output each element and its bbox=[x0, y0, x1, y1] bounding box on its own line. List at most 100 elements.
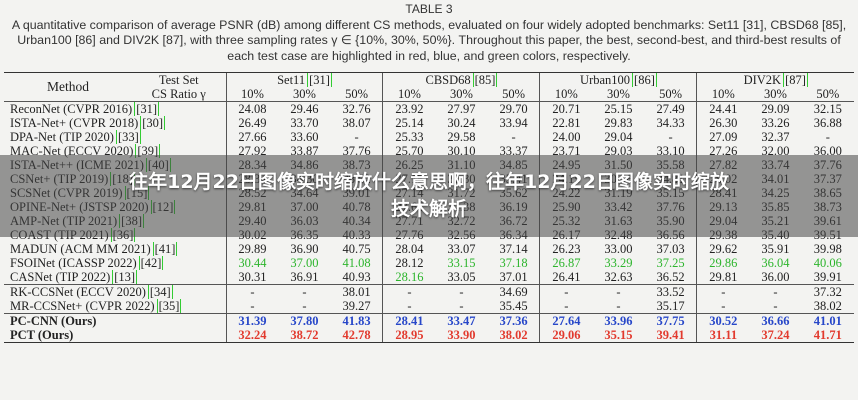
value-cell: 37.03 bbox=[656, 242, 685, 256]
value-cell: 29.04 bbox=[604, 130, 633, 144]
value-cell: 33.47 bbox=[435, 313, 488, 328]
value-cell: 32.15 bbox=[801, 101, 854, 116]
ratio-header: 10% bbox=[539, 87, 593, 102]
value-cell: - bbox=[668, 130, 673, 144]
data-row: MR-CCSNet+ (CVPR 2022) [35] - -39.27- -35.45… bbox=[4, 299, 854, 314]
value-cell: 41.01 bbox=[801, 313, 854, 328]
value-cell: 35.91 bbox=[761, 242, 790, 256]
ratio-header: 30% bbox=[450, 87, 473, 101]
value-cell: 38.02 bbox=[487, 328, 540, 343]
header-cell: Method bbox=[4, 72, 132, 102]
value-cell: 29.09 bbox=[749, 101, 802, 116]
value-cell: 29.70 bbox=[487, 101, 540, 116]
method-cell: RK-CCSNet (ECCV 2020) [34] bbox=[4, 284, 226, 299]
method-cell: DPA-Net (TIP 2020) [33] bbox=[4, 130, 226, 144]
value-cell: 29.89 bbox=[225, 242, 279, 256]
method-name: ReconNet (CVPR 2016) bbox=[10, 102, 133, 116]
method-cell: MR-CCSNet+ (CVPR 2022) [35] bbox=[4, 299, 226, 314]
method-name: MADUN (ACM MM 2021) bbox=[10, 242, 151, 256]
method-name: RK-CCSNet (ECCV 2020) bbox=[10, 285, 146, 299]
value-cell: 38.01 bbox=[330, 284, 383, 299]
value-cell: 24.08 bbox=[225, 101, 279, 116]
value-cell: 36.91 bbox=[290, 270, 319, 284]
value-cell: 26.41 bbox=[539, 270, 593, 285]
value-cell: 36.90 bbox=[290, 242, 319, 256]
value-cell: - bbox=[773, 299, 778, 313]
value-cell: 30.10 bbox=[447, 144, 476, 158]
value-cell: 33.60 bbox=[290, 130, 319, 144]
value-cell: 36.00 bbox=[761, 270, 790, 284]
value-cell: 26.87 bbox=[539, 256, 593, 270]
value-cell: 38.07 bbox=[342, 116, 371, 130]
value-cell: 27.97 bbox=[435, 101, 488, 116]
ratio-header: 50% bbox=[816, 87, 840, 101]
caption: TABLE 3 A quantitative comparison of ave… bbox=[6, 2, 852, 64]
value-cell: 37.14 bbox=[499, 242, 528, 256]
value-cell: 31.39 bbox=[225, 313, 279, 328]
data-row: MAC-Net (ECCV 2020) [39] 27.92 33.87 37.76 25… bbox=[4, 144, 854, 158]
value-cell: 27.64 bbox=[539, 313, 593, 328]
value-cell: - bbox=[435, 284, 488, 299]
value-cell: 34.33 bbox=[656, 116, 685, 130]
ratio-header: 30% bbox=[763, 87, 787, 101]
value-cell: 29.83 bbox=[604, 116, 633, 130]
value-cell: 25.14 bbox=[382, 116, 436, 130]
value-cell: 33.87 bbox=[290, 144, 319, 158]
value-cell: - bbox=[382, 299, 436, 314]
data-row: ISTA-Net+ (CVPR 2018) [30] 26.49 33.70 38.07… bbox=[4, 116, 854, 130]
value-cell: 30.52 bbox=[696, 313, 750, 328]
overlay-title: 技术解析 bbox=[390, 198, 467, 220]
value-cell: 33.96 bbox=[592, 313, 645, 328]
value-cell: 39.98 bbox=[813, 242, 842, 256]
value-cell: 22.81 bbox=[539, 116, 593, 130]
dataset-header: CBSD68 [85] bbox=[382, 72, 540, 87]
value-cell: 31.11 bbox=[696, 328, 750, 343]
dataset-header: Urban100 [86] bbox=[539, 72, 697, 87]
method-name: MR-CCSNet+ (CVPR 2022) bbox=[10, 299, 155, 313]
ratio-header: 30% bbox=[293, 87, 316, 101]
value-cell: 42.78 bbox=[330, 328, 383, 343]
value-cell: 33.00 bbox=[604, 242, 633, 256]
method-cell: ISTA-Net+ (CVPR 2018) [30] bbox=[4, 116, 226, 130]
caption-text: A quantitative comparison of average PSN… bbox=[11, 17, 847, 63]
header-row: CS Ratio γ 10% 30% 50% 10% 30% 50% 10% 30% 50% 10%… bbox=[4, 87, 854, 102]
ref-box: [30] bbox=[140, 116, 166, 130]
method-cell: PCT (Ours) bbox=[4, 328, 226, 343]
header-cell: Test Set bbox=[132, 72, 226, 87]
ref-box: [13] bbox=[112, 270, 138, 285]
value-cell: - bbox=[696, 299, 750, 314]
ref-box: [31] bbox=[134, 102, 160, 116]
value-cell: 23.92 bbox=[382, 101, 436, 116]
value-cell: 37.24 bbox=[749, 328, 802, 343]
method-cell: MAC-Net (ECCV 2020) [39] bbox=[4, 144, 226, 158]
method-cell: FSOINet (ICASSP 2022) [42] bbox=[4, 256, 226, 270]
data-row: MADUN (ACM MM 2021) [41] 29.89 36.90 40.75 28… bbox=[4, 242, 854, 256]
value-cell: 28.04 bbox=[382, 242, 436, 256]
ref-box: [85] bbox=[472, 73, 498, 87]
ref-box: [35] bbox=[156, 299, 182, 314]
ref-box: [34] bbox=[147, 285, 173, 299]
value-cell: 29.58 bbox=[447, 130, 476, 144]
ratio-header: 10% bbox=[382, 87, 436, 102]
value-cell: 33.05 bbox=[447, 270, 476, 284]
value-cell: 40.93 bbox=[342, 270, 371, 284]
value-cell: - bbox=[302, 299, 307, 313]
value-cell: 37.80 bbox=[278, 313, 331, 328]
ratio-header: 50% bbox=[659, 87, 682, 101]
value-cell: 40.75 bbox=[342, 242, 371, 256]
value-cell: 36.66 bbox=[749, 313, 802, 328]
dataset-name: Urban100 bbox=[580, 73, 631, 87]
value-cell: 26.30 bbox=[696, 116, 750, 130]
value-cell: 33.10 bbox=[656, 144, 685, 158]
data-row: ReconNet (CVPR 2016) [31] 24.08 29.46 32.76 2… bbox=[4, 101, 854, 116]
value-cell: 36.00 bbox=[813, 144, 842, 158]
value-cell: 27.49 bbox=[644, 101, 697, 116]
value-cell: 28.16 bbox=[382, 270, 436, 285]
value-cell: 29.46 bbox=[278, 101, 331, 116]
ratio-header: 10% bbox=[696, 87, 750, 102]
value-cell: 26.23 bbox=[539, 242, 593, 256]
value-cell: - bbox=[539, 299, 593, 314]
dataset-name: CBSD68 bbox=[425, 73, 471, 87]
value-cell: 28.12 bbox=[382, 256, 436, 270]
method-cell: PC-CNN (Ours) bbox=[4, 313, 226, 328]
